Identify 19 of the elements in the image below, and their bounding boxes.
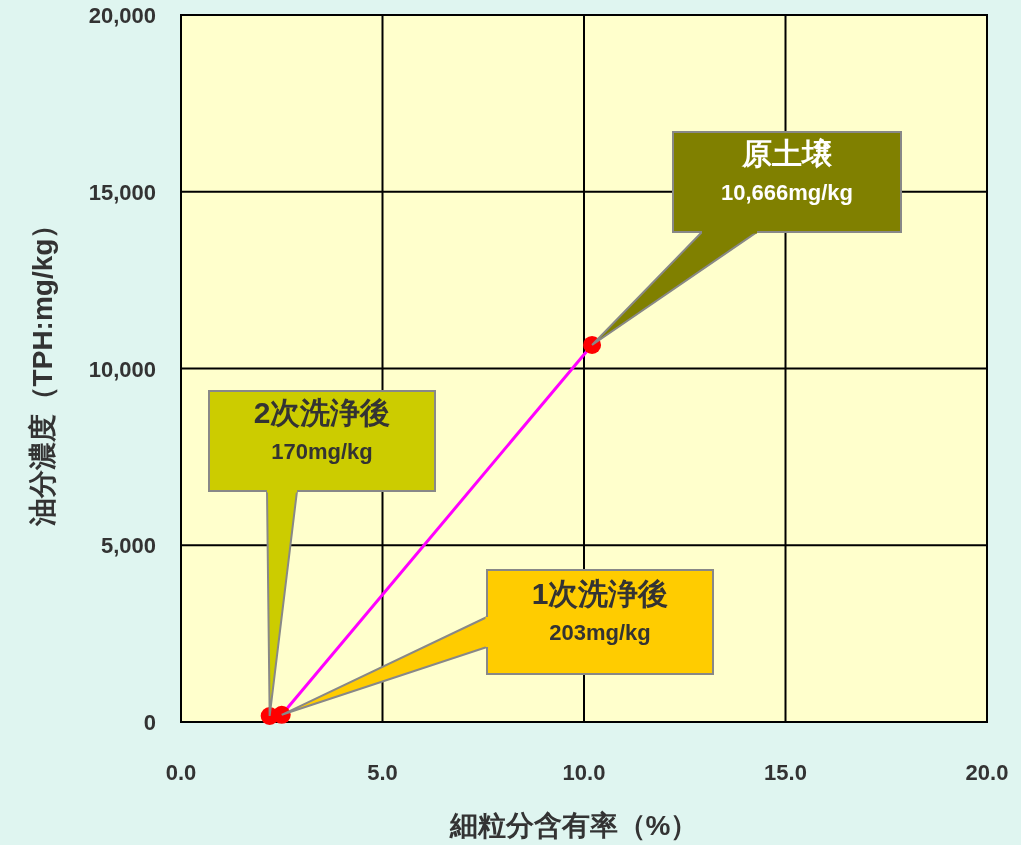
annotation: 1次洗浄後 203mg/kg [531,577,669,645]
callout: 2次洗浄後 170mg/kg [208,390,436,717]
annotation: 2次洗浄後 170mg/kg [253,396,391,464]
y-tick-label: 0 [143,710,156,735]
x-tick-label: 15.0 [764,760,807,785]
y-tick-label: 15,000 [88,179,156,205]
point [583,335,602,354]
y-tick-label: 5,000 [100,533,156,559]
x-tick-label: 0.0 [165,760,197,785]
callout: 1次洗浄後 203mg/kg [280,569,714,716]
y-axis-title: 油分濃度（TPH:mg/kg） [27,210,58,528]
x-tick-label: 10.0 [562,760,606,785]
y-tick-label: 10,000 [88,356,156,382]
callout: 原土壌 10,666mg/kg [591,131,902,346]
annotation: 原土壌 10,666mg/kg [720,137,854,205]
x-tick-label: 5.0 [367,760,398,785]
x-tick-label: 20.0 [965,760,1009,785]
x-axis-title: 細粒分含有率（%） [448,810,699,841]
y-tick-label: 20,000 [88,3,156,28]
